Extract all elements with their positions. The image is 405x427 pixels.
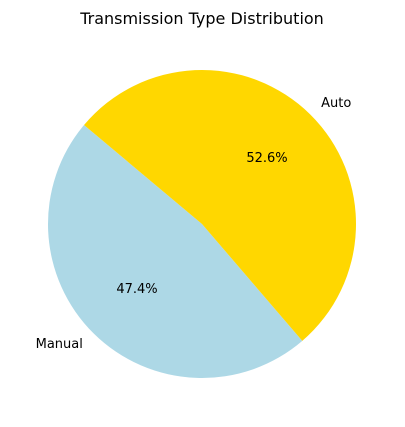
chart-title: Transmission Type Distribution (79, 9, 324, 28)
pct-label-auto: 52.6% (246, 151, 287, 166)
pie-slice-manual (47, 125, 303, 379)
pie-slices (47, 70, 356, 379)
slice-label-auto: Auto (321, 96, 351, 111)
pie-labels: Manual 47.4% Auto 52.6% (36, 96, 352, 352)
slice-label-manual: Manual (36, 337, 83, 352)
pct-label-manual: 47.4% (116, 282, 157, 297)
pie-slice-auto (84, 70, 356, 341)
